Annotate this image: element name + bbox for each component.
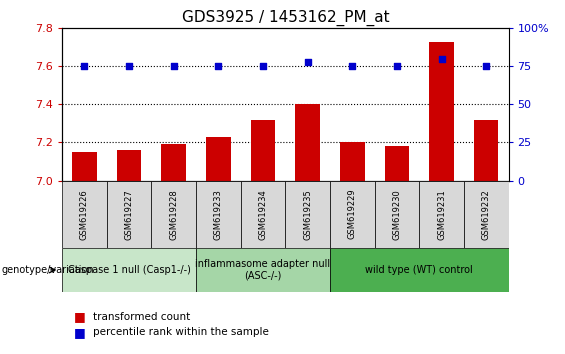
Bar (375, 181, 419, 248)
Point (437, 56, 446, 62)
Title: GDS3925 / 1453162_PM_at: GDS3925 / 1453162_PM_at (181, 9, 389, 25)
Text: GSM619230: GSM619230 (393, 189, 401, 240)
Text: Caspase 1 null (Casp1-/-): Caspase 1 null (Casp1-/-) (68, 265, 190, 275)
Bar (285, 181, 330, 248)
Point (303, 59, 312, 65)
Bar (196, 181, 241, 248)
Point (481, 64, 490, 69)
Bar (295, 104, 320, 181)
Text: GSM619226: GSM619226 (80, 189, 89, 240)
Point (170, 64, 179, 69)
Text: GSM619229: GSM619229 (348, 189, 357, 240)
Bar (419, 181, 464, 248)
Text: inflammasome adapter null
(ASC-/-): inflammasome adapter null (ASC-/-) (195, 259, 331, 281)
Text: transformed count: transformed count (93, 312, 190, 322)
Text: GSM619228: GSM619228 (170, 189, 178, 240)
Bar (62, 181, 107, 248)
Bar (206, 137, 231, 181)
Text: GSM619227: GSM619227 (125, 189, 133, 240)
Text: genotype/variation: genotype/variation (1, 265, 94, 275)
Text: GSM619231: GSM619231 (437, 189, 446, 240)
Bar (464, 181, 508, 248)
Bar (330, 181, 375, 248)
Bar (241, 181, 285, 248)
Text: wild type (WT) control: wild type (WT) control (366, 265, 473, 275)
Bar (196, 248, 330, 292)
Bar (251, 120, 275, 181)
Text: GSM619232: GSM619232 (482, 189, 490, 240)
Text: ■: ■ (73, 326, 85, 338)
Bar (162, 144, 186, 181)
Point (392, 64, 401, 69)
Bar (107, 181, 151, 248)
Bar (62, 248, 196, 292)
Text: GSM619233: GSM619233 (214, 189, 223, 240)
Bar (474, 120, 498, 181)
Bar (151, 181, 196, 248)
Point (125, 64, 134, 69)
Bar (117, 150, 141, 181)
Point (348, 64, 357, 69)
Text: GSM619235: GSM619235 (303, 189, 312, 240)
Bar (340, 142, 364, 181)
Point (214, 64, 223, 69)
Text: ■: ■ (73, 310, 85, 323)
Text: GSM619234: GSM619234 (259, 189, 267, 240)
Bar (385, 146, 409, 181)
Point (80, 64, 89, 69)
Point (259, 64, 268, 69)
Bar (72, 152, 97, 181)
Text: percentile rank within the sample: percentile rank within the sample (93, 327, 269, 337)
Bar (429, 42, 454, 181)
Bar (330, 248, 508, 292)
